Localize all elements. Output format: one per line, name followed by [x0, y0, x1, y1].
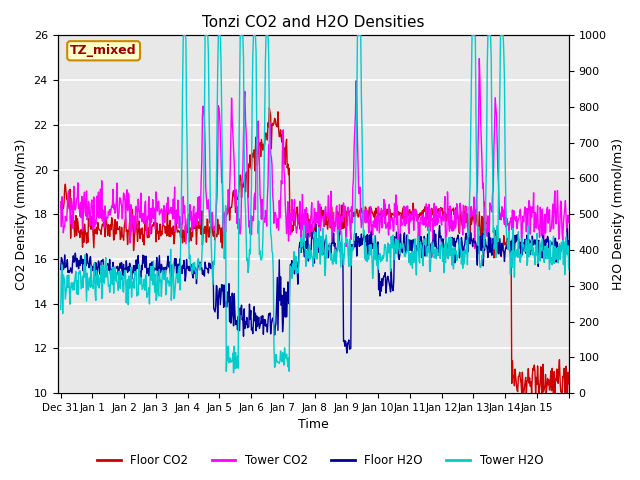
Legend: Floor CO2, Tower CO2, Floor H2O, Tower H2O: Floor CO2, Tower CO2, Floor H2O, Tower H… — [92, 449, 548, 472]
Y-axis label: CO2 Density (mmol/m3): CO2 Density (mmol/m3) — [15, 139, 28, 290]
X-axis label: Time: Time — [298, 419, 328, 432]
Y-axis label: H2O Density (mmol/m3): H2O Density (mmol/m3) — [612, 138, 625, 290]
Text: TZ_mixed: TZ_mixed — [70, 44, 137, 57]
Title: Tonzi CO2 and H2O Densities: Tonzi CO2 and H2O Densities — [202, 15, 424, 30]
